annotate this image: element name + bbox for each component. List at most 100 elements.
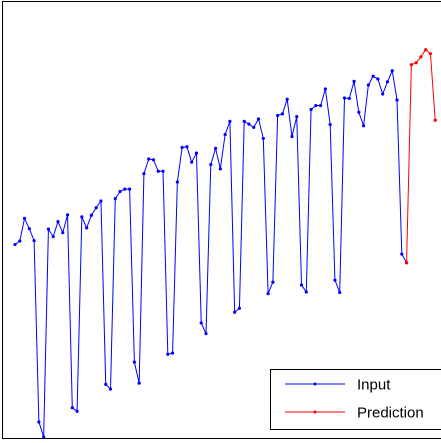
- legend: Input Prediction: [270, 369, 441, 430]
- input-point: [237, 306, 242, 310]
- input-point: [299, 283, 304, 287]
- input-point: [271, 280, 275, 284]
- input-series: [13, 68, 409, 439]
- input-point: [385, 80, 390, 84]
- input-point: [46, 227, 51, 231]
- input-point: [89, 213, 93, 217]
- input-point: [252, 125, 256, 129]
- input-point: [80, 215, 84, 219]
- input-point: [151, 158, 156, 162]
- input-point: [395, 98, 399, 102]
- legend-prediction-label: Prediction: [357, 405, 424, 422]
- input-point: [185, 145, 189, 149]
- input-point: [94, 206, 98, 210]
- input-point: [228, 119, 232, 123]
- prediction-point: [419, 55, 423, 59]
- input-point: [32, 238, 36, 243]
- input-point: [400, 252, 404, 256]
- input-point: [209, 162, 213, 167]
- input-point: [161, 169, 165, 173]
- input-point: [233, 310, 237, 314]
- input-point: [357, 110, 361, 114]
- input-point: [309, 107, 313, 112]
- input-point: [295, 115, 299, 119]
- legend-prediction-marker: [313, 410, 317, 414]
- input-point: [170, 351, 175, 355]
- input-point: [128, 187, 132, 191]
- input-point: [18, 239, 22, 243]
- prediction-point: [428, 52, 433, 56]
- input-point: [247, 122, 251, 126]
- input-point: [104, 382, 108, 386]
- input-point: [147, 157, 151, 161]
- input-point: [13, 242, 17, 247]
- input-point: [266, 292, 270, 296]
- prediction-series: [404, 48, 437, 265]
- input-point: [175, 180, 179, 184]
- prediction-series-line: [406, 48, 436, 263]
- input-point: [218, 167, 222, 171]
- input-point: [352, 79, 356, 83]
- input-point: [37, 420, 41, 424]
- input-point: [99, 199, 103, 203]
- input-point: [328, 122, 332, 127]
- input-point: [338, 290, 342, 295]
- input-point: [371, 74, 375, 78]
- input-point: [261, 136, 265, 141]
- input-point: [132, 360, 136, 364]
- input-point: [180, 145, 184, 150]
- legend-input-marker: [313, 382, 317, 386]
- input-point: [304, 290, 308, 294]
- input-point: [204, 332, 208, 336]
- input-point: [323, 87, 327, 91]
- input-point: [85, 226, 89, 230]
- input-point: [51, 235, 55, 239]
- input-point: [213, 146, 218, 150]
- input-point: [137, 381, 141, 385]
- input-point: [166, 352, 170, 356]
- input-point: [42, 435, 46, 439]
- input-point: [75, 409, 79, 413]
- input-point: [61, 231, 65, 235]
- prediction-point: [404, 261, 409, 265]
- input-point: [56, 219, 60, 224]
- input-point: [362, 124, 366, 128]
- input-point: [366, 83, 370, 87]
- input-point: [314, 103, 318, 108]
- legend-box: [270, 369, 441, 430]
- input-point: [194, 151, 199, 155]
- input-point: [290, 134, 294, 139]
- input-point: [381, 92, 385, 96]
- input-point: [347, 96, 351, 101]
- input-point: [342, 96, 347, 100]
- prediction-point: [424, 48, 428, 52]
- input-point: [190, 160, 194, 164]
- input-point: [156, 169, 160, 173]
- input-point: [142, 172, 146, 176]
- input-point: [319, 103, 323, 108]
- legend-input-label: Input: [357, 377, 391, 394]
- input-point: [108, 387, 113, 391]
- input-point: [27, 227, 31, 231]
- input-point: [390, 69, 394, 73]
- input-point: [65, 213, 70, 217]
- input-point: [22, 216, 27, 221]
- prediction-point: [409, 63, 413, 67]
- series-layer: [13, 48, 437, 439]
- input-point: [242, 119, 246, 123]
- input-point: [376, 77, 380, 81]
- input-point: [199, 321, 203, 325]
- input-point: [70, 406, 74, 410]
- input-point: [276, 113, 280, 118]
- input-point: [118, 189, 122, 194]
- input-point: [223, 132, 227, 137]
- prediction-point: [414, 61, 418, 65]
- input-point: [285, 97, 289, 101]
- input-point: [280, 112, 285, 116]
- prediction-point: [433, 118, 437, 122]
- input-point: [256, 117, 261, 121]
- input-point: [113, 197, 117, 201]
- input-point: [123, 187, 127, 191]
